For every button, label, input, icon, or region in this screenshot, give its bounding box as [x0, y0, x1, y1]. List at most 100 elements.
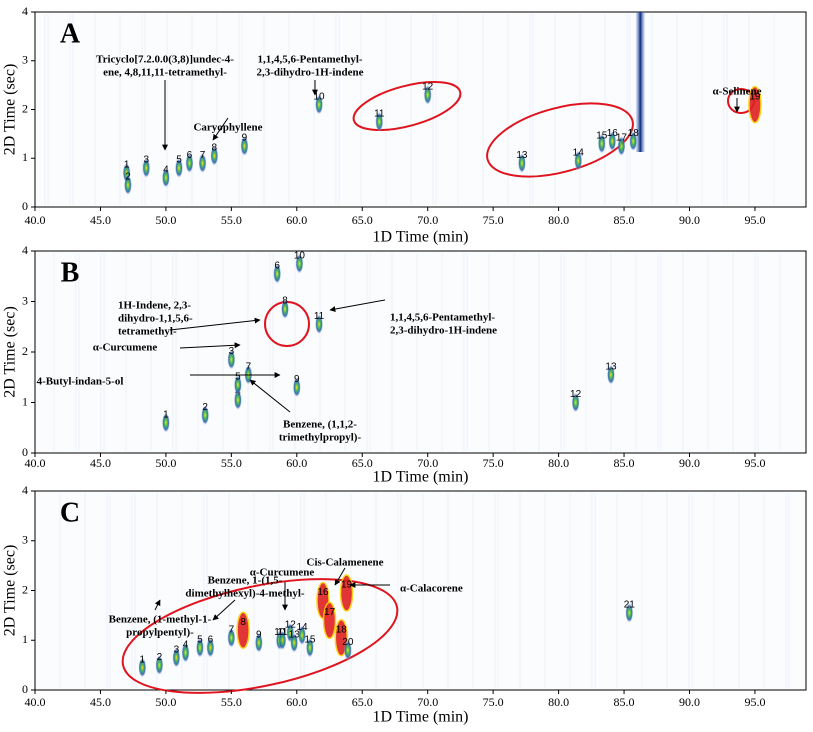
y-tick-label: 1: [22, 632, 28, 646]
peak-label: 4: [183, 639, 189, 650]
peak-label: 12: [422, 82, 434, 93]
peak: [185, 153, 194, 174]
peak-label: 5: [197, 634, 203, 645]
peak-label: 18: [628, 128, 640, 139]
peak: [155, 655, 164, 676]
column-bleed: [635, 12, 645, 152]
y-tick-label: 3: [22, 293, 28, 307]
peak-label: 3: [174, 644, 180, 655]
peak-label: 2: [202, 402, 208, 413]
plot-area: [34, 490, 807, 691]
peak: [608, 131, 617, 152]
x-tick-label: 90.0: [679, 695, 700, 709]
x-tick-label: 40.0: [25, 695, 46, 709]
y-axis-label: 2D Time (sec): [2, 306, 19, 398]
y-tick-label: 2: [22, 582, 28, 596]
annotation: dihydro-1,1,5,6-: [118, 313, 193, 325]
peak: [210, 145, 219, 166]
x-tick-label: 85.0: [614, 456, 635, 470]
peak: [298, 625, 307, 646]
peak-label: 11: [374, 108, 385, 119]
x-tick-label: 40.0: [25, 213, 46, 227]
peak: [172, 647, 181, 668]
peak: [315, 94, 324, 115]
peak-label: 1: [124, 160, 130, 171]
y-tick-label: 4: [22, 243, 28, 257]
x-tick-label: 80.0: [548, 456, 569, 470]
x-tick-label: 60.0: [286, 695, 307, 709]
peak-label: 3: [143, 155, 149, 166]
panel-label: A: [60, 18, 81, 49]
x-tick-label: 75.0: [483, 456, 504, 470]
x-axis-label: 1D Time (min): [372, 469, 468, 486]
x-axis-label: 1D Time (min): [372, 229, 468, 246]
peak: [322, 601, 337, 640]
peak: [748, 85, 762, 124]
highlight-oval: [486, 102, 634, 178]
y-tick-label: 3: [22, 533, 28, 547]
peak-label: 5: [235, 371, 241, 382]
annotation: dimethylhexyl)-4-methyl-: [185, 588, 304, 600]
peak: [181, 642, 190, 663]
x-tick-label: 80.0: [548, 695, 569, 709]
x-tick-label: 75.0: [483, 695, 504, 709]
annotation: Benzene, (1,1,2-: [283, 419, 357, 431]
peak-label: 6: [274, 260, 280, 271]
peak-label: 10: [313, 91, 325, 102]
peak-label: 14: [573, 147, 585, 158]
peak-label: 18: [336, 624, 348, 635]
peak: [195, 637, 204, 658]
y-tick-label: 2: [22, 101, 28, 115]
y-axis-label: 2D Time (sec): [2, 64, 19, 156]
x-tick-label: 65.0: [352, 695, 373, 709]
peak-label: 7: [200, 150, 206, 161]
x-tick-label: 50.0: [155, 456, 176, 470]
peak: [281, 299, 290, 320]
peak: [161, 167, 170, 188]
annotation: 4-Butyl-indan-5-ol: [37, 376, 124, 388]
peak-label: 20: [342, 637, 354, 648]
peak: [161, 412, 170, 433]
annotation: Tricyclo[7.2.0.0(3,8)]undec-4-: [96, 54, 234, 66]
x-tick-label: 55.0: [221, 456, 242, 470]
peak-label: 1: [140, 654, 146, 665]
peak-label: 21: [624, 600, 636, 611]
peak-label: 8: [240, 617, 246, 628]
peak: [278, 630, 287, 651]
peak: [315, 314, 324, 335]
x-tick-label: 70.0: [417, 213, 438, 227]
x-tick-label: 70.0: [417, 695, 438, 709]
peak: [290, 632, 299, 653]
x-tick-label: 85.0: [614, 213, 635, 227]
y-tick-label: 0: [22, 199, 28, 213]
peak: [273, 263, 282, 284]
peak-label: 13: [289, 629, 301, 640]
peak-label: 6: [187, 150, 193, 161]
x-tick-label: 90.0: [679, 213, 700, 227]
annotation: 1H-Indene, 2,3-: [118, 300, 191, 312]
x-tick-label: 80.0: [548, 213, 569, 227]
peak: [123, 175, 132, 196]
peak-label: 19: [749, 91, 761, 102]
x-tick-label: 55.0: [221, 213, 242, 227]
annotation-arrow: [329, 299, 386, 312]
x-tick-label: 70.0: [417, 456, 438, 470]
peak-label: 19: [341, 580, 353, 591]
x-tick-label: 45.0: [90, 456, 111, 470]
peak: [233, 374, 242, 395]
peak-label: 15: [596, 130, 608, 141]
x-axis-label: 1D Time (min): [372, 709, 468, 726]
x-tick-label: 50.0: [155, 695, 176, 709]
annotation: Caryophyllene: [193, 122, 262, 134]
peak: [517, 153, 526, 174]
peak: [305, 637, 314, 658]
peak-label: 8: [282, 296, 288, 307]
highlight-oval: [121, 578, 399, 694]
x-tick-label: 60.0: [286, 213, 307, 227]
peak: [343, 640, 352, 661]
y-tick-label: 0: [22, 682, 28, 696]
x-tick-label: 95.0: [744, 213, 765, 227]
x-tick-label: 40.0: [25, 456, 46, 470]
